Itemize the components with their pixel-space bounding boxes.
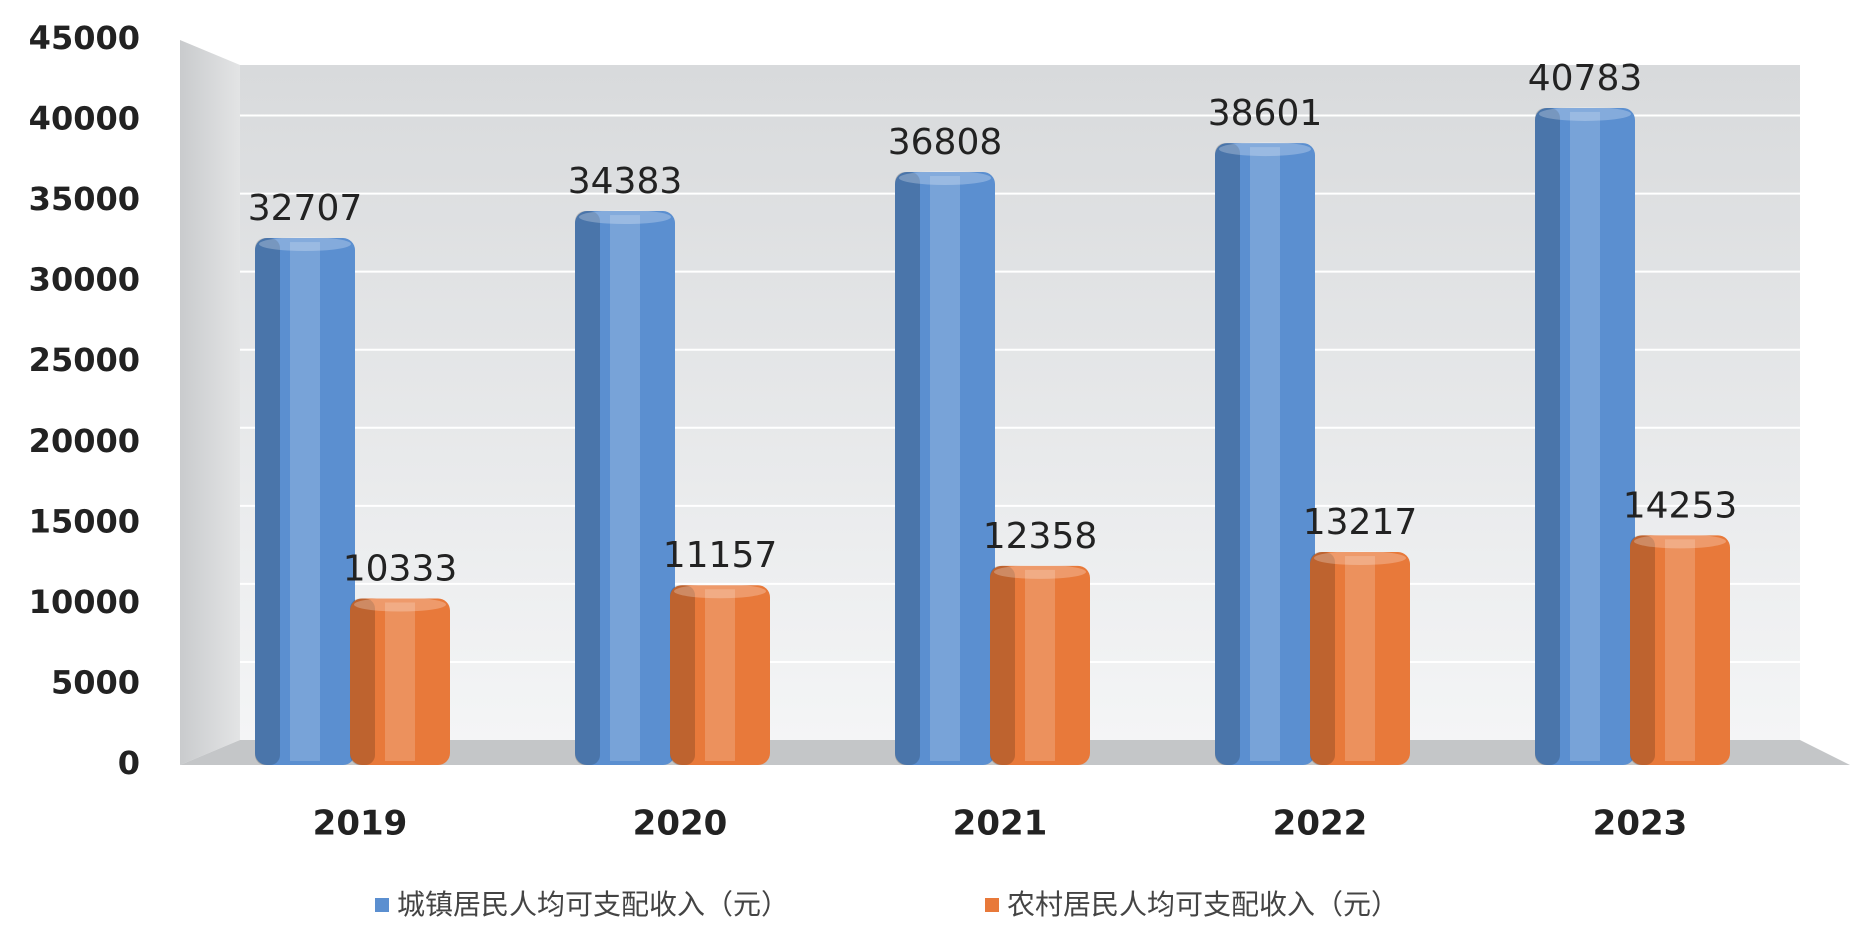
- bar-highlight: [705, 589, 735, 761]
- x-tick-label: 2022: [1273, 804, 1368, 844]
- value-label: 10333: [343, 549, 458, 590]
- y-tick-label: 0: [118, 744, 140, 782]
- bar-top: [259, 237, 351, 252]
- value-label: 14253: [1623, 485, 1738, 526]
- bar: [990, 565, 1090, 765]
- x-tick-label: 2020: [633, 804, 728, 844]
- bar-top: [354, 597, 446, 612]
- y-tick-label: 35000: [29, 180, 140, 218]
- value-label: 13217: [1303, 502, 1418, 543]
- value-label: 12358: [983, 516, 1098, 557]
- bar-highlight: [1570, 111, 1600, 761]
- value-label: 40783: [1528, 58, 1643, 99]
- bar-top: [579, 210, 671, 225]
- y-tick-label: 5000: [51, 663, 140, 701]
- x-tick-label: 2023: [1593, 804, 1688, 844]
- bar-top: [1219, 142, 1311, 157]
- bar: [575, 211, 675, 766]
- bar-highlight: [1025, 569, 1055, 761]
- bar-highlight: [610, 215, 640, 762]
- bar-highlight: [1250, 147, 1280, 762]
- bar: [670, 585, 770, 765]
- legend-label: 城镇居民人均可支配收入（元）: [397, 888, 789, 921]
- bar-top: [674, 584, 766, 599]
- value-label: 11157: [663, 535, 778, 576]
- bar-shade: [1215, 143, 1240, 766]
- bar-shade: [990, 565, 1015, 765]
- bar-top: [899, 170, 991, 185]
- legend-label: 农村居民人均可支配收入（元）: [1007, 888, 1399, 921]
- y-tick-label: 25000: [29, 341, 140, 379]
- bar-top: [1634, 534, 1726, 549]
- bar: [350, 598, 450, 765]
- bar-top: [1314, 551, 1406, 566]
- bar: [895, 171, 995, 765]
- bar: [1535, 107, 1635, 765]
- bar-top: [1539, 106, 1631, 121]
- y-tick-label: 20000: [29, 422, 140, 460]
- bar-shade: [895, 171, 920, 765]
- bar-shade: [575, 211, 600, 766]
- bar-highlight: [930, 175, 960, 761]
- bar-shade: [1310, 552, 1335, 765]
- bar-shade: [670, 585, 695, 765]
- y-tick-label: 30000: [29, 261, 140, 299]
- y-tick-label: 45000: [29, 19, 140, 57]
- bar-top: [994, 564, 1086, 579]
- bar-highlight: [385, 602, 415, 761]
- x-tick-label: 2019: [313, 804, 408, 844]
- value-label: 36808: [888, 122, 1003, 163]
- y-tick-label: 10000: [29, 583, 140, 621]
- legend-swatch: [985, 898, 999, 912]
- bar-highlight: [1665, 539, 1695, 761]
- y-tick-label: 15000: [29, 502, 140, 540]
- value-label: 32707: [248, 188, 363, 229]
- bar-highlight: [1345, 556, 1375, 761]
- bar: [1215, 143, 1315, 766]
- y-tick-label: 40000: [29, 100, 140, 138]
- value-label: 38601: [1208, 93, 1323, 134]
- legend-swatch: [375, 898, 389, 912]
- side-wall: [180, 40, 240, 765]
- value-label: 34383: [568, 161, 683, 202]
- x-tick-label: 2021: [953, 804, 1048, 844]
- bar-shade: [1535, 107, 1560, 765]
- bar: [255, 238, 355, 765]
- bar: [1630, 535, 1730, 765]
- bar-shade: [1630, 535, 1655, 765]
- bar: [1310, 552, 1410, 765]
- bar-shade: [350, 598, 375, 765]
- bar-shade: [255, 238, 280, 765]
- bar-highlight: [290, 242, 320, 761]
